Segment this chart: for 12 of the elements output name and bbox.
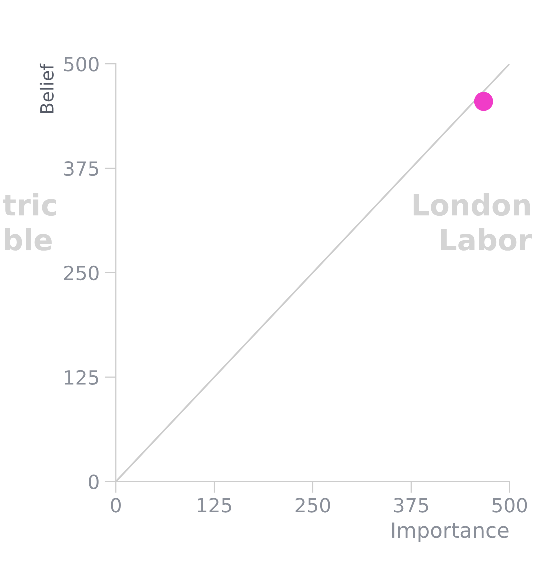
y-tick-label: 500 <box>64 57 99 72</box>
x-tick-label: 125 <box>198 498 232 513</box>
x-tick-label: 250 <box>296 498 330 513</box>
y-tick-label: 375 <box>64 161 98 176</box>
x-tick-label: 375 <box>394 498 428 513</box>
y-tick-label: 0 <box>89 474 99 490</box>
x-axis-title: Importance <box>392 522 509 542</box>
y-tick-label: 250 <box>64 266 99 281</box>
y-tick-label: 125 <box>65 370 98 386</box>
x-tick-label: 500 <box>492 498 528 513</box>
y-axis-title: Belief <box>40 64 54 114</box>
x-tick-label: 0 <box>111 498 121 513</box>
